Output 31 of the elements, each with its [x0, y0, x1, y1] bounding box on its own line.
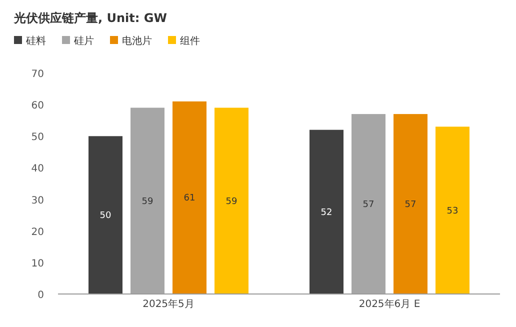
y-tick-label: 40	[31, 164, 44, 175]
legend-label: 硅片	[73, 35, 94, 47]
bar	[88, 136, 122, 294]
chart-title: 光伏供应链产量, Unit: GW	[13, 11, 167, 25]
data-label: 50	[100, 211, 112, 222]
legend-label: 硅料	[25, 35, 46, 47]
data-label: 59	[142, 196, 154, 207]
bar	[172, 101, 206, 294]
y-tick-label: 50	[31, 132, 44, 144]
data-label: 57	[404, 200, 416, 210]
data-label: 52	[320, 208, 332, 218]
y-tick-label: 0	[38, 290, 44, 301]
bar	[130, 108, 164, 294]
y-tick-label: 30	[31, 195, 44, 206]
bar	[394, 114, 428, 294]
bar	[436, 126, 470, 294]
y-tick-label: 60	[31, 100, 44, 112]
data-label: 53	[446, 206, 458, 216]
bar	[352, 114, 386, 294]
bar	[310, 130, 344, 294]
x-tick-label: 2025年5月	[142, 298, 194, 310]
data-label: 57	[362, 200, 374, 210]
bar	[214, 108, 248, 294]
y-tick-label: 10	[31, 258, 44, 270]
y-tick-label: 70	[31, 69, 44, 80]
x-tick-label: 2025年6月 E	[358, 298, 420, 310]
data-label: 61	[184, 194, 196, 204]
legend-label: 组件	[180, 35, 200, 47]
data-label: 59	[226, 196, 238, 207]
y-tick-label: 20	[31, 226, 44, 238]
legend-label: 电池片	[122, 35, 152, 47]
